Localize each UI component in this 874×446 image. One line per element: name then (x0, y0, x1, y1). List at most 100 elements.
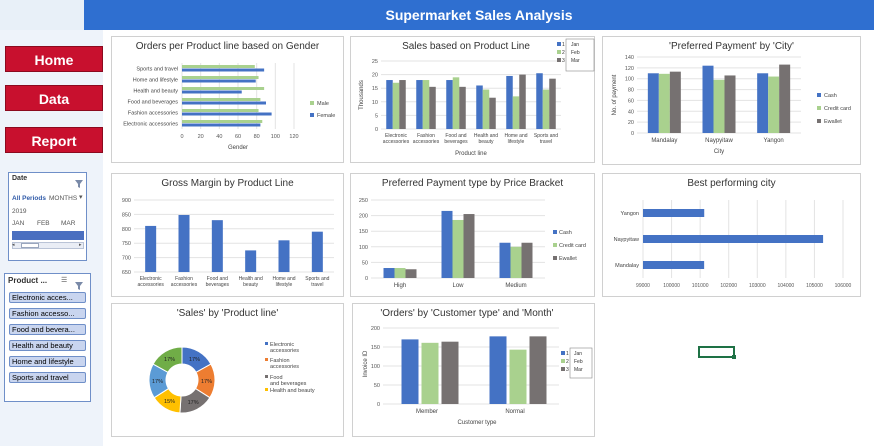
bar (178, 214, 190, 272)
legend-label: Health and beauty (270, 388, 315, 394)
panel-best-city[interactable]: Best performing city 99000 100000 101000 10… (602, 173, 861, 297)
home-button[interactable]: Home (5, 46, 103, 72)
orders-customer-chart: 0 50 100 150 200 Member Normal Invoice ID Custom… (363, 326, 593, 426)
x-axis-title: Gender (228, 145, 248, 151)
fill-handle[interactable] (732, 355, 736, 359)
x-tick-label: Medium (505, 283, 526, 289)
bar (669, 71, 681, 133)
legend-label: accessories (270, 348, 299, 354)
legend-swatch (561, 359, 565, 363)
x-tick-label: Yangon (764, 138, 784, 144)
bar (489, 336, 507, 404)
legend-label: Credit card (559, 243, 586, 249)
x-tick-label: Sports and (305, 276, 329, 282)
bar (757, 73, 769, 133)
bar (311, 231, 323, 272)
legend-swatch (817, 106, 821, 110)
product-item-electronic[interactable]: Electronic acces... (9, 292, 86, 303)
bar (768, 76, 780, 133)
y-tick-label: 150 (371, 345, 380, 351)
x-tick-label: Electronic (385, 133, 407, 139)
y-tick-label: 140 (625, 55, 634, 61)
bar (182, 120, 263, 123)
filter-clear-icon[interactable] (75, 175, 83, 188)
bar (182, 87, 265, 90)
y-tick-label: 100 (371, 364, 380, 370)
legend-swatch (265, 358, 268, 361)
x-tick-label: Electronic (140, 276, 162, 282)
unit-dropdown-icon[interactable]: ▾ (79, 194, 83, 201)
legend-label: Jan (574, 351, 582, 357)
y-tick-label: Mandalay (615, 263, 639, 269)
chart-title: Best performing city (687, 178, 776, 189)
product-item-health[interactable]: Health and beauty (9, 340, 86, 351)
bar (779, 64, 791, 133)
bar (521, 242, 533, 278)
chart-title: 'Orders' by 'Customer type' and 'Month' (380, 308, 554, 319)
legend-label: Ewallet (559, 256, 577, 262)
bar (459, 86, 466, 129)
legend-label: Feb (571, 50, 580, 56)
bar (422, 80, 430, 129)
timeline-scrollbar[interactable] (12, 242, 84, 249)
bar (724, 75, 736, 133)
bar (401, 339, 419, 404)
date-slicer[interactable]: Date All Periods MONTHS ▾ 2019 JAN FEB M… (8, 172, 87, 261)
chart-title: Gross Margin by Product Line (161, 178, 294, 189)
scroll-left-icon[interactable]: ◂ (12, 242, 15, 248)
legend-swatch (265, 375, 268, 378)
data-button[interactable]: Data (5, 85, 103, 111)
y-axis-title: No. of payment (612, 74, 618, 115)
legend-prefix: 3 (562, 58, 565, 64)
timeline-scroll-thumb[interactable] (21, 243, 39, 248)
x-tick-label: beauty (478, 139, 494, 145)
month-feb[interactable]: FEB (37, 220, 50, 227)
x-tick-label: 60 (235, 134, 241, 140)
x-tick-label: Home and (272, 276, 295, 282)
x-tick-label: Member (416, 409, 438, 415)
filter-clear-icon[interactable] (75, 277, 83, 290)
panel-payment-bracket[interactable]: Preferred Payment type by Price Bracket … (350, 173, 595, 297)
month-mar[interactable]: MAR (61, 220, 76, 227)
panel-orders-gender[interactable]: Orders per Product line based on Gender … (111, 36, 344, 163)
panel-payment-city[interactable]: 'Preferred Payment' by 'City' 0 20 40 60 80 1… (602, 36, 861, 165)
product-item-sports[interactable]: Sports and travel (9, 372, 86, 383)
bar (182, 101, 266, 105)
payment-city-chart: 0 20 40 60 80 100 120 140 Mandalay Naypyitaw Yango… (612, 55, 851, 155)
legend-box (569, 347, 593, 379)
panel-orders-customer[interactable]: 'Orders' by 'Customer type' and 'Month' … (352, 303, 595, 437)
bar (499, 242, 511, 278)
panel-gross-margin[interactable]: Gross Margin by Product Line 650 700 750 80… (111, 173, 344, 297)
header-left-strip (0, 0, 84, 30)
panel-sales-product[interactable]: Sales based on Product Line 0 5 10 15 20 25 El… (350, 36, 595, 163)
product-item-home[interactable]: Home and lifestyle (9, 356, 86, 367)
y-tick-label: Home and lifestyle (133, 78, 178, 84)
y-tick-label: 50 (374, 383, 380, 389)
report-button[interactable]: Report (5, 127, 103, 153)
month-jan[interactable]: JAN (12, 220, 25, 227)
panel-sales-pie[interactable]: 'Sales' by 'Product line' 17% 17% 17% 15% 17… (111, 303, 344, 437)
months-unit-label[interactable]: MONTHS (49, 195, 78, 202)
all-periods-label[interactable]: All Periods (12, 195, 46, 202)
product-slicer[interactable]: Product ... ☰ Electronic acces... Fashio… (4, 273, 91, 402)
bar (421, 342, 439, 404)
legend-label: Electronic (270, 342, 294, 348)
payment-bracket-chart: 0 50 100 150 200 250 High Low Medium Cash Credit c… (359, 198, 586, 289)
scroll-right-icon[interactable]: ▸ (79, 242, 82, 248)
product-item-food[interactable]: Food and bevera... (9, 324, 86, 335)
x-tick-label: High (394, 283, 406, 289)
sales-pie-chart: 17%17%17%15%17%17%ElectronicaccessoriesF… (148, 342, 315, 414)
bar (643, 235, 824, 243)
bar (182, 79, 256, 83)
product-item-fashion[interactable]: Fashion accesso... (9, 308, 86, 319)
y-tick-label: 100 (625, 77, 634, 83)
x-tick-label: travel (311, 282, 323, 288)
legend-swatch (561, 367, 565, 371)
bar (182, 112, 272, 116)
selected-cell[interactable] (698, 346, 736, 359)
legend-prefix: 3 (566, 367, 569, 373)
multi-select-icon[interactable]: ☰ (61, 277, 68, 284)
legend-label: accessories (270, 364, 299, 370)
timeline-bar[interactable] (12, 231, 84, 240)
x-tick-label: travel (540, 139, 552, 145)
